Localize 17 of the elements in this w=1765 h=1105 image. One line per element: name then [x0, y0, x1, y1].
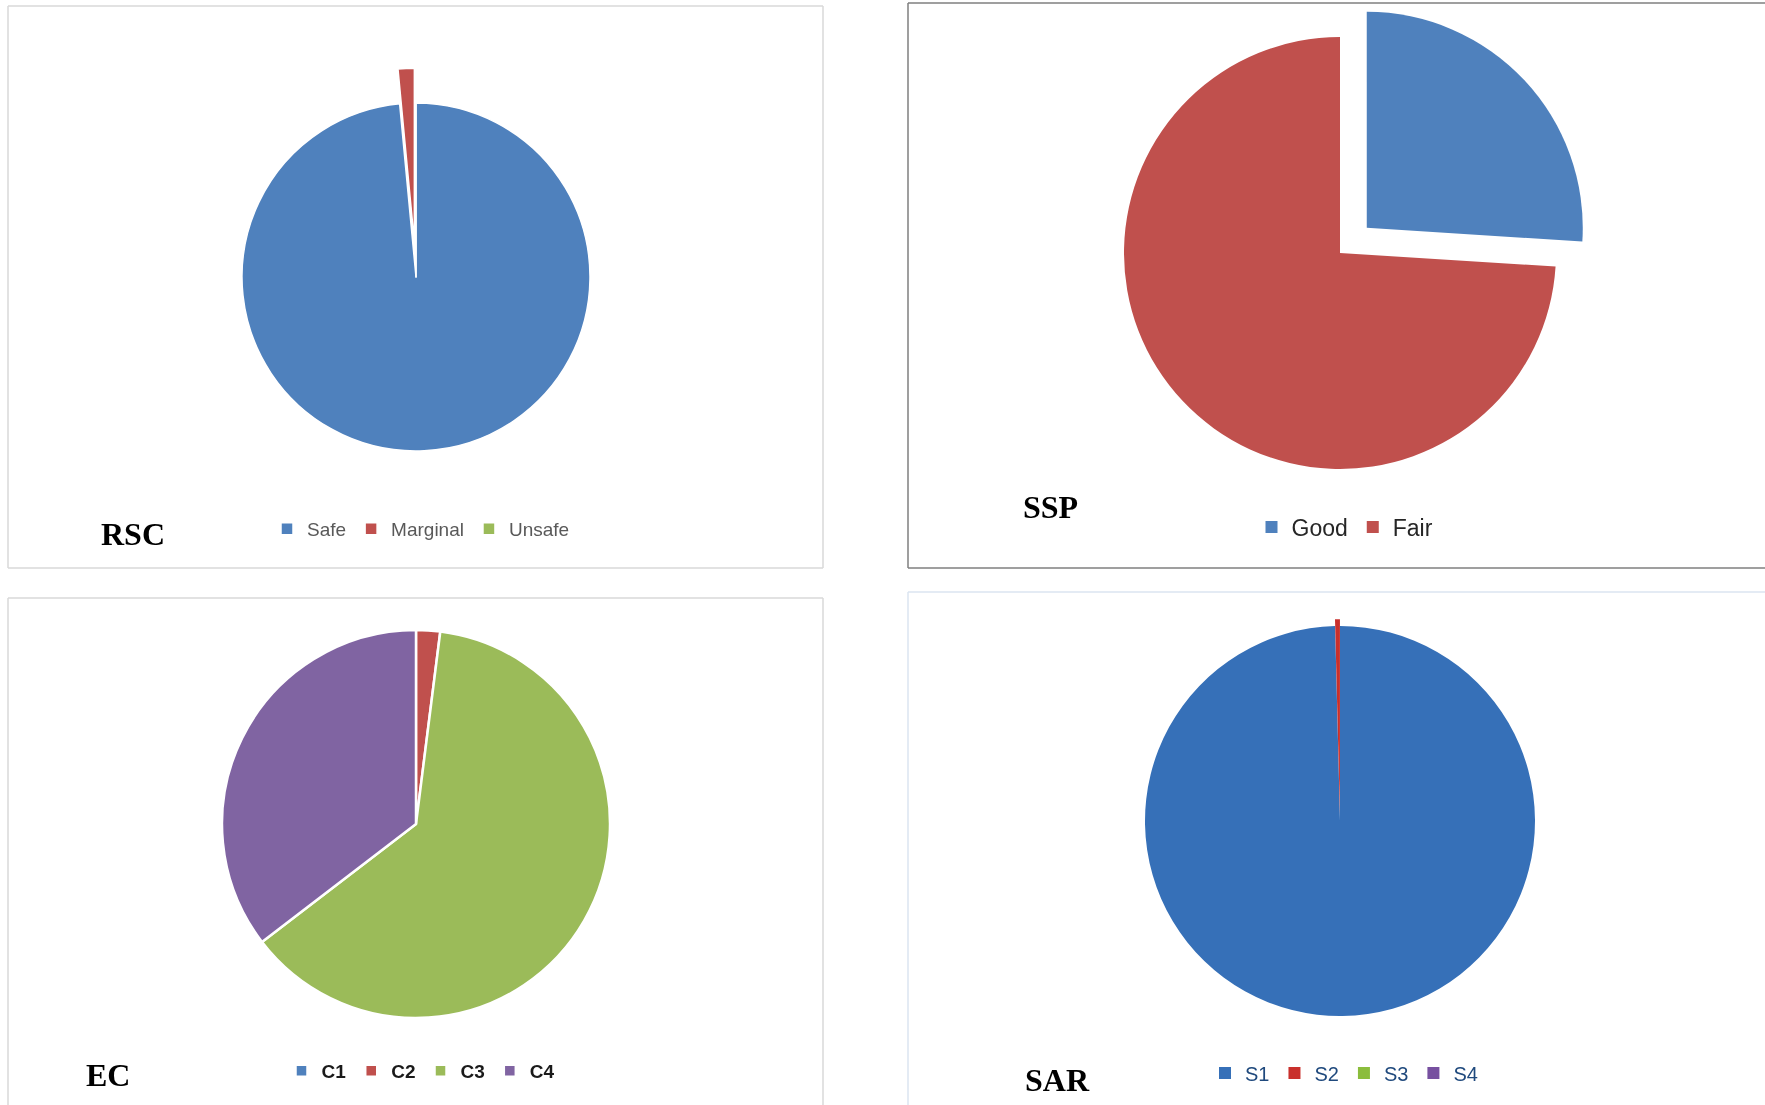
legend-label: S2: [1314, 1062, 1339, 1085]
legend-label: Good: [1291, 514, 1348, 541]
legend-label: Fair: [1392, 514, 1433, 541]
legend-label: C1: [321, 1061, 347, 1083]
legend-label: C4: [529, 1061, 555, 1083]
text: RSC: [101, 516, 166, 552]
legend-label: S1: [1245, 1062, 1270, 1085]
text: SAR: [1025, 1062, 1090, 1098]
text: SSP: [1023, 489, 1079, 525]
legend-label: C2: [391, 1061, 416, 1083]
legend-label: C3: [460, 1061, 485, 1083]
legend-label: Unsafe: [508, 519, 570, 541]
legend-label: Safe: [307, 519, 347, 541]
text: EC: [86, 1057, 131, 1093]
legend-label: Marginal: [391, 519, 464, 541]
legend-label: S4: [1453, 1062, 1478, 1085]
legend-label: S3: [1383, 1062, 1409, 1085]
